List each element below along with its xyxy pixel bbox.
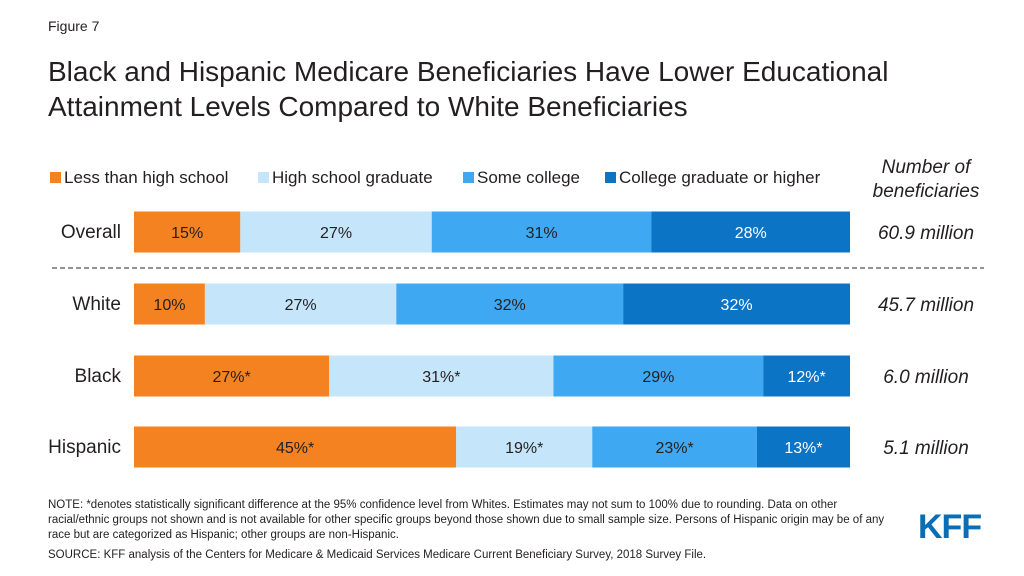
figure-label: Figure 7 xyxy=(48,18,100,34)
data-label-hispanic-high-school-graduate: 19%* xyxy=(505,440,543,457)
data-label-black-college-graduate-or-higher: 12%* xyxy=(787,369,825,386)
bar-black-some-college xyxy=(553,355,764,397)
data-label-hispanic-college-graduate-or-higher: 13%* xyxy=(784,440,822,457)
legend-label-some-college: Some college xyxy=(477,168,580,187)
data-label-overall-less-than-high-school: 15% xyxy=(171,225,203,242)
data-label-overall-college-graduate-or-higher: 28% xyxy=(735,225,767,242)
legend-swatch-college-graduate-or-higher xyxy=(605,172,616,183)
bar-white-high-school-graduate xyxy=(204,283,397,325)
side-column-header: Number of xyxy=(882,157,972,178)
side-column-header: beneficiaries xyxy=(873,181,980,202)
beneficiaries-white: 45.7 million xyxy=(878,295,974,316)
bar-black-college-graduate-or-higher xyxy=(763,355,850,397)
legend-label-less-than-high-school: Less than high school xyxy=(64,168,228,187)
bar-hispanic-college-graduate-or-higher xyxy=(756,426,850,468)
legend-swatch-less-than-high-school xyxy=(50,172,61,183)
chart-source: SOURCE: KFF analysis of the Centers for … xyxy=(48,549,707,561)
category-label-white: White xyxy=(72,294,121,315)
bar-white-less-than-high-school xyxy=(134,283,205,325)
bar-white-some-college xyxy=(396,283,624,325)
data-label-white-some-college: 32% xyxy=(494,297,526,314)
bar-overall-less-than-high-school xyxy=(134,211,241,253)
data-label-black-some-college: 29% xyxy=(642,369,674,386)
bar-overall-some-college xyxy=(431,211,652,253)
category-label-hispanic: Hispanic xyxy=(48,437,121,458)
kff-logo: KFF xyxy=(918,508,982,546)
category-label-overall: Overall xyxy=(61,222,121,243)
bar-black-high-school-graduate xyxy=(329,355,554,397)
legend-swatch-some-college xyxy=(463,172,474,183)
data-label-overall-high-school-graduate: 27% xyxy=(320,225,352,242)
data-label-hispanic-less-than-high-school: 45%* xyxy=(276,440,314,457)
beneficiaries-black: 6.0 million xyxy=(883,367,969,388)
data-label-white-college-graduate-or-higher: 32% xyxy=(721,297,753,314)
data-label-white-high-school-graduate: 27% xyxy=(285,297,317,314)
bar-black-less-than-high-school xyxy=(134,355,330,397)
data-label-overall-some-college: 31% xyxy=(526,225,558,242)
legend-swatch-high-school-graduate xyxy=(258,172,269,183)
beneficiaries-hispanic: 5.1 million xyxy=(883,438,969,459)
beneficiaries-overall: 60.9 million xyxy=(878,223,974,244)
chart-note: NOTE: *denotes statistically significant… xyxy=(48,499,885,541)
legend-label-high-school-graduate: High school graduate xyxy=(272,168,433,187)
bar-overall-high-school-graduate xyxy=(240,211,432,253)
bar-hispanic-some-college xyxy=(592,426,757,468)
chart-title: Black and Hispanic Medicare Beneficiarie… xyxy=(48,56,889,122)
category-label-black: Black xyxy=(75,366,122,387)
data-label-white-less-than-high-school: 10% xyxy=(153,297,185,314)
bar-overall-college-graduate-or-higher xyxy=(651,211,850,253)
bar-hispanic-less-than-high-school xyxy=(134,426,457,468)
data-label-black-less-than-high-school: 27%* xyxy=(213,369,251,386)
data-label-black-high-school-graduate: 31%* xyxy=(422,369,460,386)
bar-white-college-graduate-or-higher xyxy=(623,283,850,325)
data-label-hispanic-some-college: 23%* xyxy=(655,440,693,457)
bar-hispanic-high-school-graduate xyxy=(456,426,593,468)
legend-label-college-graduate-or-higher: College graduate or higher xyxy=(619,168,821,187)
